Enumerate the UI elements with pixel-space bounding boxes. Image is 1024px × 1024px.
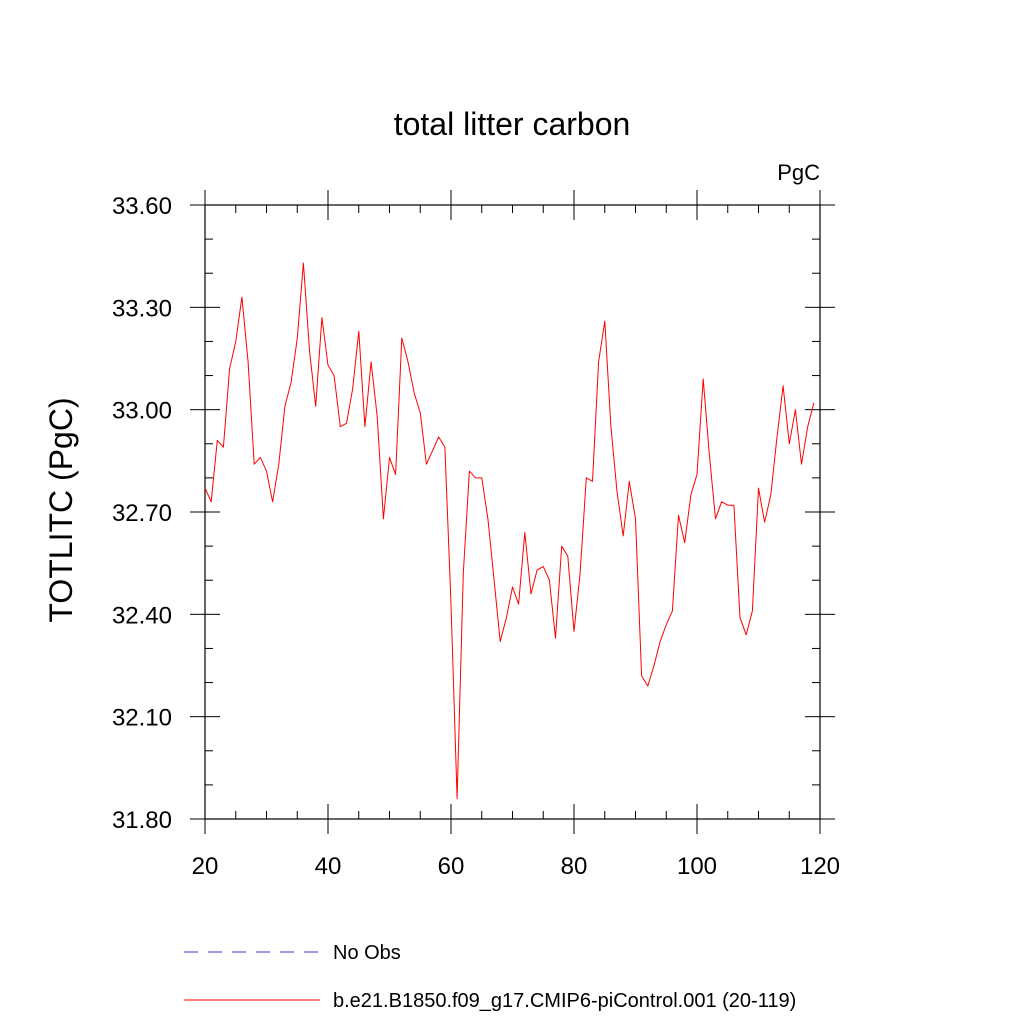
x-tick-label: 60 (438, 853, 465, 880)
x-tick-label: 100 (677, 853, 717, 880)
x-tick-label: 80 (561, 853, 588, 880)
plot-frame (204, 204, 821, 820)
y-tick-label: 33.60 (112, 193, 172, 220)
y-tick-label: 32.10 (112, 705, 172, 732)
legend-label: b.e21.B1850.f09_g17.CMIP6-piControl.001 … (333, 990, 796, 1012)
units-label: PgC (777, 160, 820, 185)
x-tick-label: 120 (800, 853, 840, 880)
chart-title: total litter carbon (394, 106, 631, 142)
y-tick-label: 33.00 (112, 398, 172, 425)
x-tick-label: 20 (192, 853, 219, 880)
series-line (204, 262, 815, 799)
y-axis-label: TOTLITC (PgC) (43, 397, 79, 622)
y-tick-label: 33.30 (112, 295, 172, 322)
y-tick-label: 31.80 (112, 807, 172, 834)
series-lines (204, 262, 815, 799)
y-tick-label: 32.70 (112, 500, 172, 527)
legend: No Obs b.e21.B1850.f09_g17.CMIP6-piContro… (184, 942, 796, 1012)
x-tick-label: 40 (315, 853, 342, 880)
legend-label: No Obs (333, 942, 401, 964)
y-tick-label: 32.40 (112, 602, 172, 629)
axis-ticks: 20 40 60 80 100 120 31.80 32.10 32.40 32.70 33.00 3… (112, 190, 840, 880)
